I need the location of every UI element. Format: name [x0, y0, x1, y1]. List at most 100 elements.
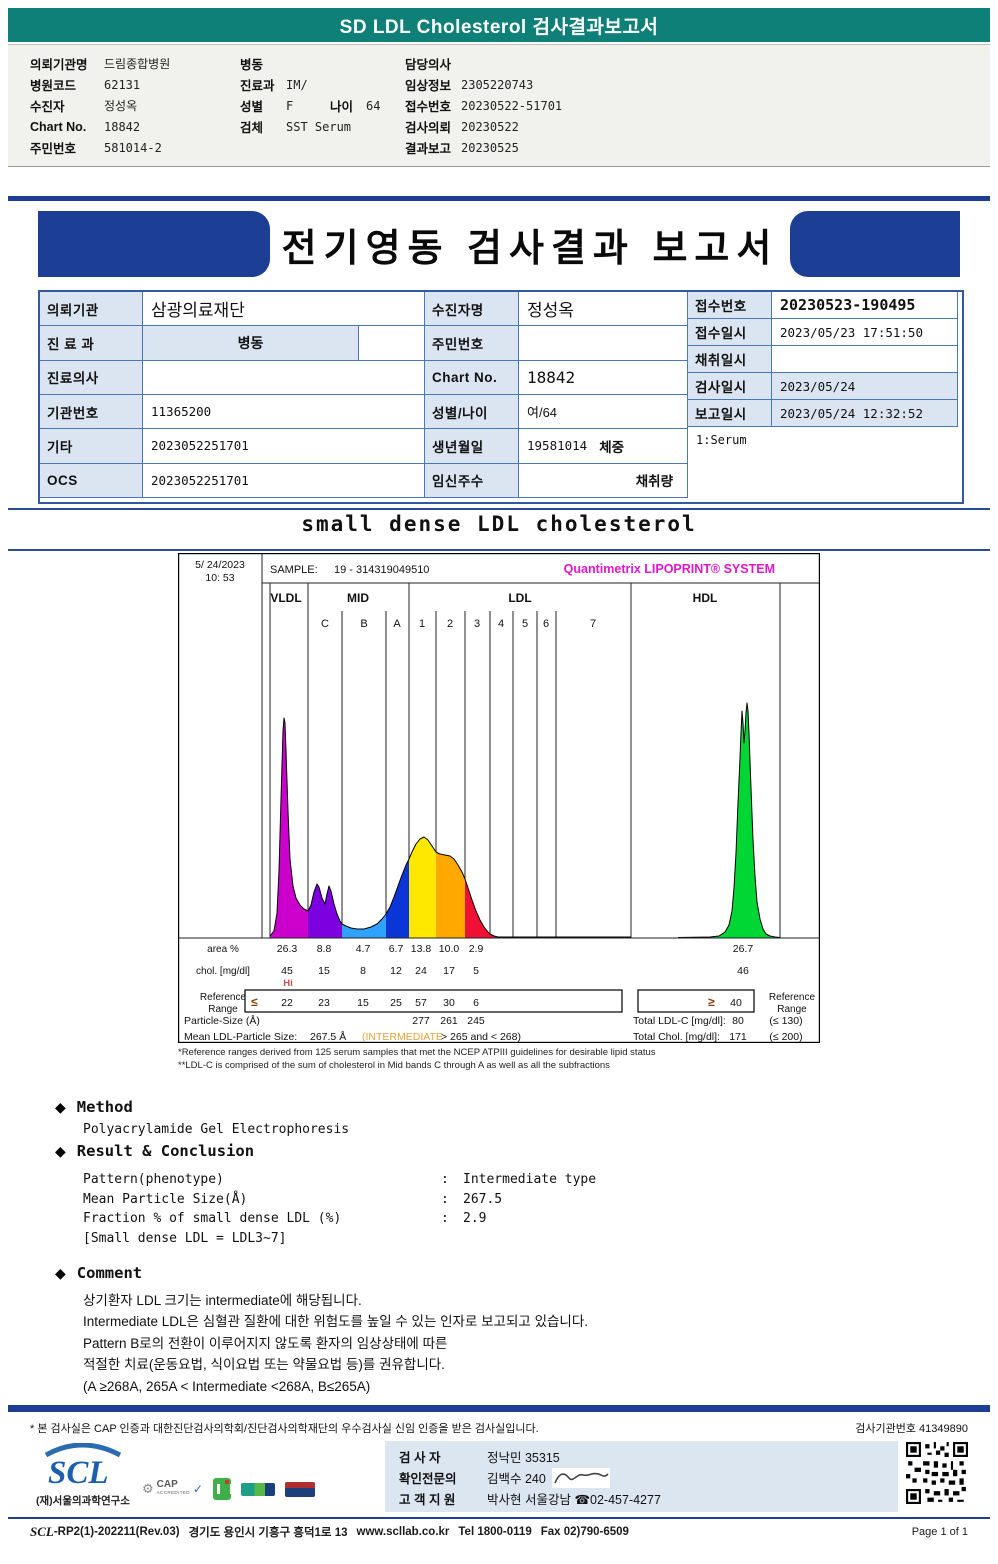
field-value: 20230522-51701: [461, 98, 563, 113]
lm-logo: [212, 1478, 233, 1500]
chol-value: 24: [415, 965, 427, 977]
staff-label: 확인전문의: [399, 1472, 457, 1486]
lab-website: www.scllab.co.kr: [356, 1526, 450, 1538]
lab-fax: Fax 02)790-6509: [540, 1526, 629, 1538]
field-row: 성별 F 나이 64: [240, 95, 380, 116]
area-value: 10.0: [439, 943, 460, 955]
cell-label: 성별/나이: [425, 394, 519, 430]
field-label: 접수번호: [405, 100, 452, 114]
cell-label: 진 료 과: [40, 326, 143, 361]
diamond-icon: ◆: [55, 1098, 66, 1115]
field-value: F: [286, 98, 294, 113]
result-note: [Small dense LDL = LDL3~7]: [83, 1230, 287, 1246]
org-number-value: 41349890: [919, 1423, 968, 1435]
particle-row-label: Particle-Size (Å): [184, 1014, 260, 1027]
field-value: 62131: [104, 77, 141, 92]
section-title: small dense LDL cholesterol: [301, 512, 697, 536]
mida-peak: [386, 859, 409, 938]
cell-value: 여/64: [519, 394, 688, 430]
field-label: 검사의뢰: [405, 121, 452, 135]
ref-box-hdl: [637, 989, 755, 1013]
chol-value: 15: [318, 965, 330, 977]
band-label-hdl: HDL: [693, 591, 718, 605]
field-value: 64: [366, 98, 381, 113]
cell-label: OCS: [40, 463, 143, 498]
chol-row-label: chol. [mg/dl]: [196, 966, 250, 977]
cap-accredited-logo: ⚙ CAP ACCREDITED ✓: [142, 1480, 203, 1497]
ldl3-peak: [465, 879, 498, 938]
comment-line: Pattern B로의 전환이 이루어지지 않도록 환자의 임상상태에 따른: [83, 1335, 448, 1351]
hi-flag: Hi: [283, 978, 293, 989]
field-row: 검사의뢰 20230522: [405, 116, 562, 137]
anab-logo: [284, 1481, 315, 1497]
field-value: SST Serum: [286, 119, 352, 134]
cap-check-icon: ✓: [192, 1482, 203, 1496]
cell-value: 18842: [519, 360, 688, 395]
field-label: 임상정보: [405, 79, 452, 93]
cell-value: 2023/05/24 12:32:52: [772, 400, 958, 427]
serum-note: 1:Serum: [688, 427, 958, 498]
cap-subtext: ACCREDITED: [156, 1490, 190, 1495]
ldl1-peak: [409, 837, 436, 938]
total-chol-label: Total Chol. [mg/dl]:: [633, 1031, 720, 1043]
chart-date: 5/ 24/2023: [195, 559, 245, 571]
field-value: 18842: [104, 119, 141, 134]
cell-label: Chart No.: [425, 360, 519, 395]
ldl2-peak: [436, 852, 465, 938]
result-row: Pattern(phenotype): Intermediate type: [83, 1170, 935, 1190]
ref-value: 22: [281, 997, 293, 1009]
cell-label: 기관번호: [40, 394, 143, 430]
cell-value: 11365200: [143, 394, 425, 430]
chol-value-hdl: 46: [737, 965, 749, 977]
field-row: 주민번호 581014-2: [30, 137, 170, 158]
result-label: Mean Particle Size(Å): [83, 1191, 248, 1207]
band-label-mid: MID: [347, 591, 369, 605]
cell-label: 수진자명: [425, 292, 519, 327]
ref-row-label-right: Reference: [769, 992, 816, 1003]
field-row: 담당의사: [405, 53, 562, 74]
staff-value: 정낙민 35315: [487, 1451, 560, 1465]
lm-dot: [224, 1480, 229, 1484]
field-label: 수진자: [30, 100, 65, 114]
staff-label: 검 사 자: [399, 1451, 441, 1465]
chol-value: 17: [443, 965, 455, 977]
report-header-bar: SD LDL Cholesterol 검사결과보고서: [8, 8, 990, 42]
comment-body: 상기환자 LDL 크기는 intermediate에 해당됩니다. Interm…: [83, 1290, 935, 1397]
result-section: ◆ Result & Conclusion Pattern(phenotype):…: [55, 1140, 935, 1248]
field-value: 2305220743: [461, 77, 534, 92]
section-rule-top: [8, 508, 990, 510]
result-value: Intermediate type: [463, 1172, 597, 1188]
order-info-left: 의뢰기관 삼광의료재단 진 료 과 병동 진료의사 기관번호 11365200 …: [40, 292, 425, 502]
ref-value: 25: [390, 997, 402, 1009]
lab-tel: Tel 1800-0119: [458, 1526, 532, 1538]
method-section: ◆ Method Polyacrylamide Gel Electrophores…: [55, 1096, 935, 1137]
footnote-1: *Reference ranges derived from 125 serum…: [178, 1047, 656, 1058]
ref-value: 15: [357, 997, 369, 1009]
birthdate-value: 19581014: [527, 438, 588, 454]
mean-value: 267.5 Å: [310, 1030, 346, 1043]
eqa-logo: [240, 1482, 275, 1496]
subband-label: A: [393, 618, 401, 630]
field-row: 결과보고 20230525: [405, 137, 562, 158]
signature: [551, 1467, 610, 1488]
chol-value: 45: [281, 965, 293, 977]
cell-value: 병동: [143, 326, 425, 361]
sample-id: 19 - 314319049510: [334, 564, 429, 576]
cell-label: 생년월일: [425, 429, 519, 464]
field-row: 임상정보 2305220743: [405, 74, 562, 95]
field-value: 20230522: [461, 119, 519, 134]
method-body: Polyacrylamide Gel Electrophoresis: [83, 1122, 350, 1137]
area-value: 26.3: [277, 943, 298, 955]
hdl-peak: [710, 703, 775, 938]
chol-value: 12: [390, 965, 402, 977]
area-value: 13.8: [411, 943, 432, 955]
scl-arc: [44, 1442, 122, 1458]
field-label: 주민번호: [30, 142, 77, 156]
subband-label: 3: [474, 618, 480, 630]
cell-value: 2023/05/24: [772, 373, 958, 400]
cell-label: 접수번호: [688, 292, 772, 319]
staff-row: 확인전문의 김백수 240: [399, 1467, 898, 1488]
certification-text: * 본 검사실은 CAP 인증과 대한진단검사의학회/진단검사의학재단의 우수검…: [30, 1423, 539, 1435]
band-label-vldl: VLDL: [270, 591, 301, 605]
